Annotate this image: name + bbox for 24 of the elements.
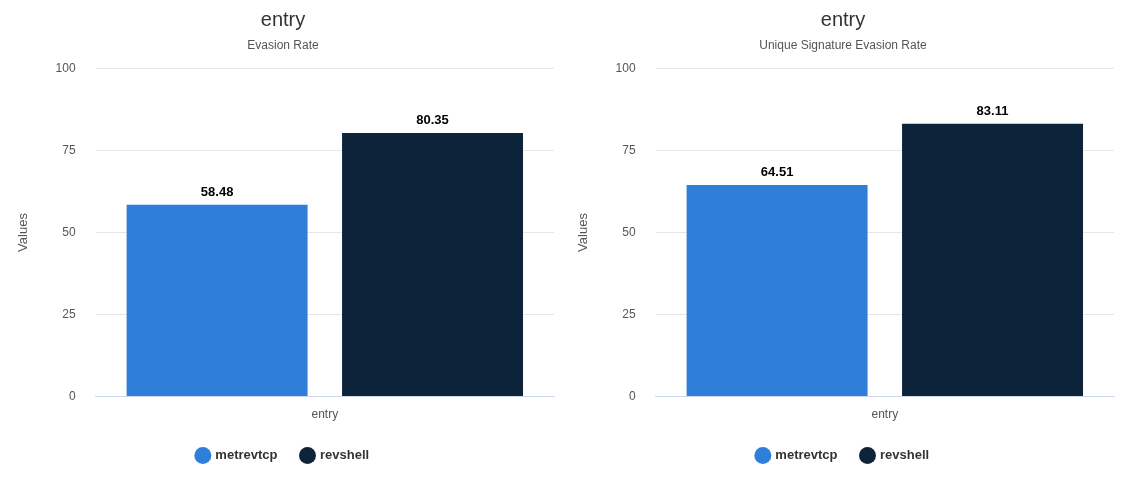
y-axis-title: Values <box>575 212 591 252</box>
data-label: 58.48 <box>200 183 234 199</box>
legend-label: metrevtcp <box>775 447 838 463</box>
y-tick-label: 0 <box>628 388 636 403</box>
y-tick-label: 50 <box>622 224 636 239</box>
y-tick-label: 25 <box>62 306 76 321</box>
legend-label: revshell <box>880 447 930 463</box>
y-tick-label: 50 <box>62 224 76 239</box>
y-tick-label: 100 <box>55 60 76 75</box>
y-tick-label: 25 <box>622 306 636 321</box>
chart-title: entry <box>260 7 306 30</box>
legend-label: revshell <box>320 447 370 463</box>
legend-label: metrevtcp <box>215 447 278 463</box>
chart-title: entry <box>820 7 866 30</box>
y-tick-label: 75 <box>622 142 636 157</box>
y-tick-label: 75 <box>62 142 76 157</box>
y-axis-title: Values <box>15 212 31 252</box>
y-tick-label: 100 <box>615 60 636 75</box>
y-tick-label: 0 <box>68 388 76 403</box>
chart-subtitle: Unique Signature Evasion Rate <box>759 37 928 52</box>
data-label: 80.35 <box>416 111 449 127</box>
chart-subtitle: Evasion Rate <box>247 37 320 52</box>
data-label: 64.51 <box>760 163 794 179</box>
data-label: 83.11 <box>976 102 1009 118</box>
